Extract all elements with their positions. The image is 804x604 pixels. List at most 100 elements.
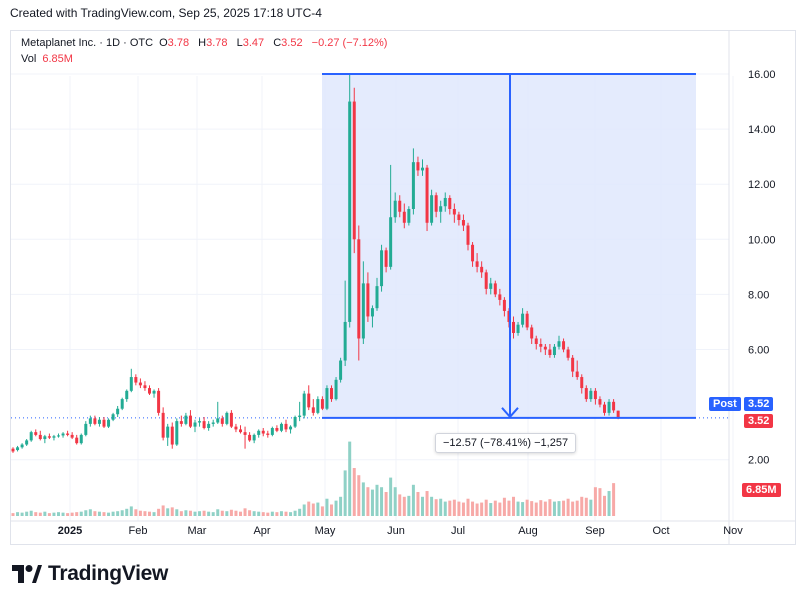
volume-bar: [493, 500, 497, 516]
candle-body: [571, 357, 575, 372]
volume-bar: [411, 484, 415, 516]
y-tick-label: 12.00: [748, 179, 776, 191]
measure-label: −12.57 (−78.41%) −1,257: [435, 433, 577, 453]
candle-body: [134, 377, 138, 383]
volume-bar: [566, 498, 570, 516]
candle-body: [175, 421, 179, 445]
volume-bar: [612, 483, 616, 516]
volume-bar: [25, 511, 29, 516]
volume-bar: [279, 511, 283, 516]
volume-bar: [571, 501, 575, 516]
created-with-note: Created with TradingView.com, Sep 25, 20…: [10, 6, 322, 20]
volume-bar: [134, 509, 138, 516]
volume-bar: [93, 511, 97, 516]
candle-body: [557, 341, 561, 347]
price-chart[interactable]: 2.00 6.00 8.00 10.00 12.00 14.00 16.00 2025 Feb M…: [11, 31, 796, 545]
last-price-tag: 3.52: [744, 414, 774, 428]
candle-body: [366, 283, 370, 317]
volume-bar: [298, 508, 302, 516]
volume-bar: [102, 512, 106, 516]
candle-body: [84, 423, 88, 435]
legend-open-value: 3.78: [167, 37, 190, 49]
candle-body: [188, 415, 192, 427]
volume-bar: [534, 502, 538, 516]
volume-bar: [52, 512, 56, 516]
x-tick-label: Oct: [652, 525, 669, 537]
legend-vol-label: Vol: [21, 53, 37, 65]
candle-body: [220, 418, 224, 424]
volume-bar: [166, 508, 170, 516]
chart-pane[interactable]: 2.00 6.00 8.00 10.00 12.00 14.00 16.00 2025 Feb M…: [10, 30, 796, 545]
volume-bar: [552, 501, 556, 516]
legend-open-label: O: [159, 37, 168, 49]
candle-body: [421, 167, 424, 171]
candle-body: [20, 444, 24, 448]
volume-bar: [598, 488, 602, 516]
volume-bar: [61, 512, 65, 516]
candle-body: [129, 377, 133, 391]
candle-body: [584, 388, 588, 400]
volume-bar: [421, 496, 424, 516]
volume-bar: [88, 509, 92, 516]
candle-body: [97, 419, 101, 424]
candle-body: [170, 426, 174, 445]
volume-bar: [589, 499, 593, 516]
volume-bar: [84, 510, 88, 516]
volume-bar: [239, 511, 242, 516]
candle-body: [598, 399, 602, 405]
volume-bar: [316, 502, 320, 516]
volume-bar: [66, 513, 70, 516]
candle-body: [107, 419, 111, 427]
candle-body: [552, 346, 556, 356]
volume-bar: [234, 510, 238, 516]
candle-body: [52, 436, 56, 438]
volume-bar: [184, 510, 188, 516]
volume-bar: [302, 504, 306, 516]
candle-body: [443, 197, 447, 207]
volume-bar: [402, 496, 406, 516]
volume-bar: [20, 512, 24, 516]
x-tick-label: Sep: [585, 525, 605, 537]
candle-body: [229, 412, 233, 427]
volume-bar: [266, 512, 270, 516]
volume-bar: [148, 511, 151, 516]
candle-body: [393, 200, 397, 218]
post-price-tag: 3.52: [744, 397, 774, 411]
candle-body: [239, 429, 242, 433]
candle-body: [339, 360, 343, 380]
volume-bar: [361, 482, 365, 516]
tradingview-logo[interactable]: TradingView: [12, 562, 168, 586]
y-tick-label: 10.00: [748, 234, 776, 246]
candle-body: [266, 433, 270, 435]
x-tick-label: Feb: [129, 525, 148, 537]
volume-bar: [293, 510, 297, 516]
volume-bar: [330, 504, 333, 516]
candle-body: [152, 390, 156, 394]
legend-symbol: Metaplanet Inc. · 1D · OTC: [21, 37, 154, 49]
candle-body: [316, 399, 320, 413]
volume-bar: [375, 484, 379, 516]
candle-body: [234, 426, 238, 430]
candle-body: [57, 435, 60, 437]
candle-body: [270, 428, 274, 435]
candle-body: [193, 422, 197, 427]
volume-bar: [120, 510, 124, 516]
volume-bar: [584, 497, 588, 516]
candle-body: [512, 321, 515, 333]
candle-body: [352, 101, 356, 240]
candle-body: [38, 434, 42, 440]
volume-bar: [389, 477, 393, 516]
candle-body: [593, 390, 597, 400]
volume-bar: [11, 513, 15, 516]
volume-bar: [603, 495, 606, 516]
volume-bar: [225, 511, 229, 516]
candle-body: [407, 208, 411, 223]
volume-bar: [457, 501, 461, 516]
candle-body: [216, 418, 220, 423]
volume-bar: [480, 502, 484, 516]
legend-vol-value: 6.85M: [42, 53, 73, 65]
legend-ohlc: Metaplanet Inc. · 1D · OTC O3.78 H3.78 L…: [21, 37, 390, 49]
volume-bar: [416, 492, 420, 516]
candle-body: [225, 412, 229, 424]
volume-bar: [38, 512, 42, 516]
